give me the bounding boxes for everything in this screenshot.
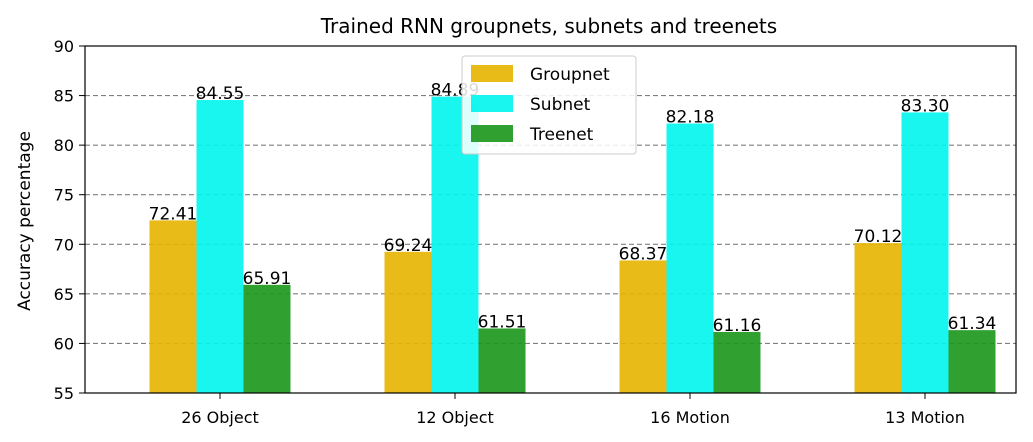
legend-label: Subnet (530, 95, 591, 115)
x-tick-label: 13 Motion (885, 408, 965, 427)
y-tick-label: 75 (54, 186, 74, 205)
legend-swatch-groupnet (471, 65, 513, 82)
bar-groupnet (854, 243, 902, 393)
data-label: 69.24 (384, 236, 433, 256)
y-tick-label: 65 (54, 285, 74, 304)
x-tick-label: 12 Object (416, 408, 494, 427)
data-label: 61.34 (948, 314, 997, 334)
ticks: 55 60 65 70 75 80 85 90 26 Object 12 Object 16 Mot… (54, 37, 965, 427)
bar-treenet (948, 330, 996, 393)
y-tick-label: 85 (54, 87, 74, 106)
plot-frame (84, 45, 1017, 394)
bar-groupnet (149, 220, 197, 393)
bar-subnet (901, 112, 949, 393)
x-tick-label: 26 Object (181, 408, 259, 427)
x-tick-label: 16 Motion (650, 408, 730, 427)
bar-subnet (666, 123, 714, 393)
bar-treenet (713, 331, 761, 393)
y-tick-label: 55 (54, 384, 74, 403)
data-labels: 72.4184.5565.9169.2484.8961.5168.3782.18… (149, 81, 997, 336)
legend-label: Groupnet (530, 65, 610, 85)
chart-title: Trained RNN groupnets, subnets and treen… (320, 14, 777, 38)
y-axis-label: Accuracy percentage (15, 131, 35, 311)
legend-swatch-subnet (471, 95, 513, 112)
y-tick-label: 90 (54, 37, 74, 56)
bar-groupnet (384, 251, 432, 393)
data-label: 84.55 (196, 84, 245, 104)
y-tick-label: 70 (54, 235, 74, 254)
legend: Groupnet Subnet Treenet (461, 55, 637, 155)
data-label: 61.51 (478, 312, 527, 332)
axes (84, 45, 1017, 394)
data-label: 72.41 (149, 204, 198, 224)
y-tick-label: 60 (54, 334, 74, 353)
legend-label: Treenet (529, 125, 594, 145)
data-label: 65.91 (243, 269, 292, 289)
data-label: 83.30 (901, 96, 950, 116)
data-label: 70.12 (854, 227, 903, 247)
data-label: 68.37 (619, 244, 668, 264)
bar-treenet (243, 284, 291, 393)
legend-swatch-treenet (471, 125, 513, 142)
bar-groupnet (619, 260, 667, 393)
bar-subnet (196, 100, 244, 393)
data-label: 82.18 (666, 108, 715, 128)
bars (149, 96, 996, 394)
y-tick-label: 80 (54, 136, 74, 155)
bar-treenet (478, 328, 526, 393)
data-label: 61.16 (713, 316, 762, 336)
